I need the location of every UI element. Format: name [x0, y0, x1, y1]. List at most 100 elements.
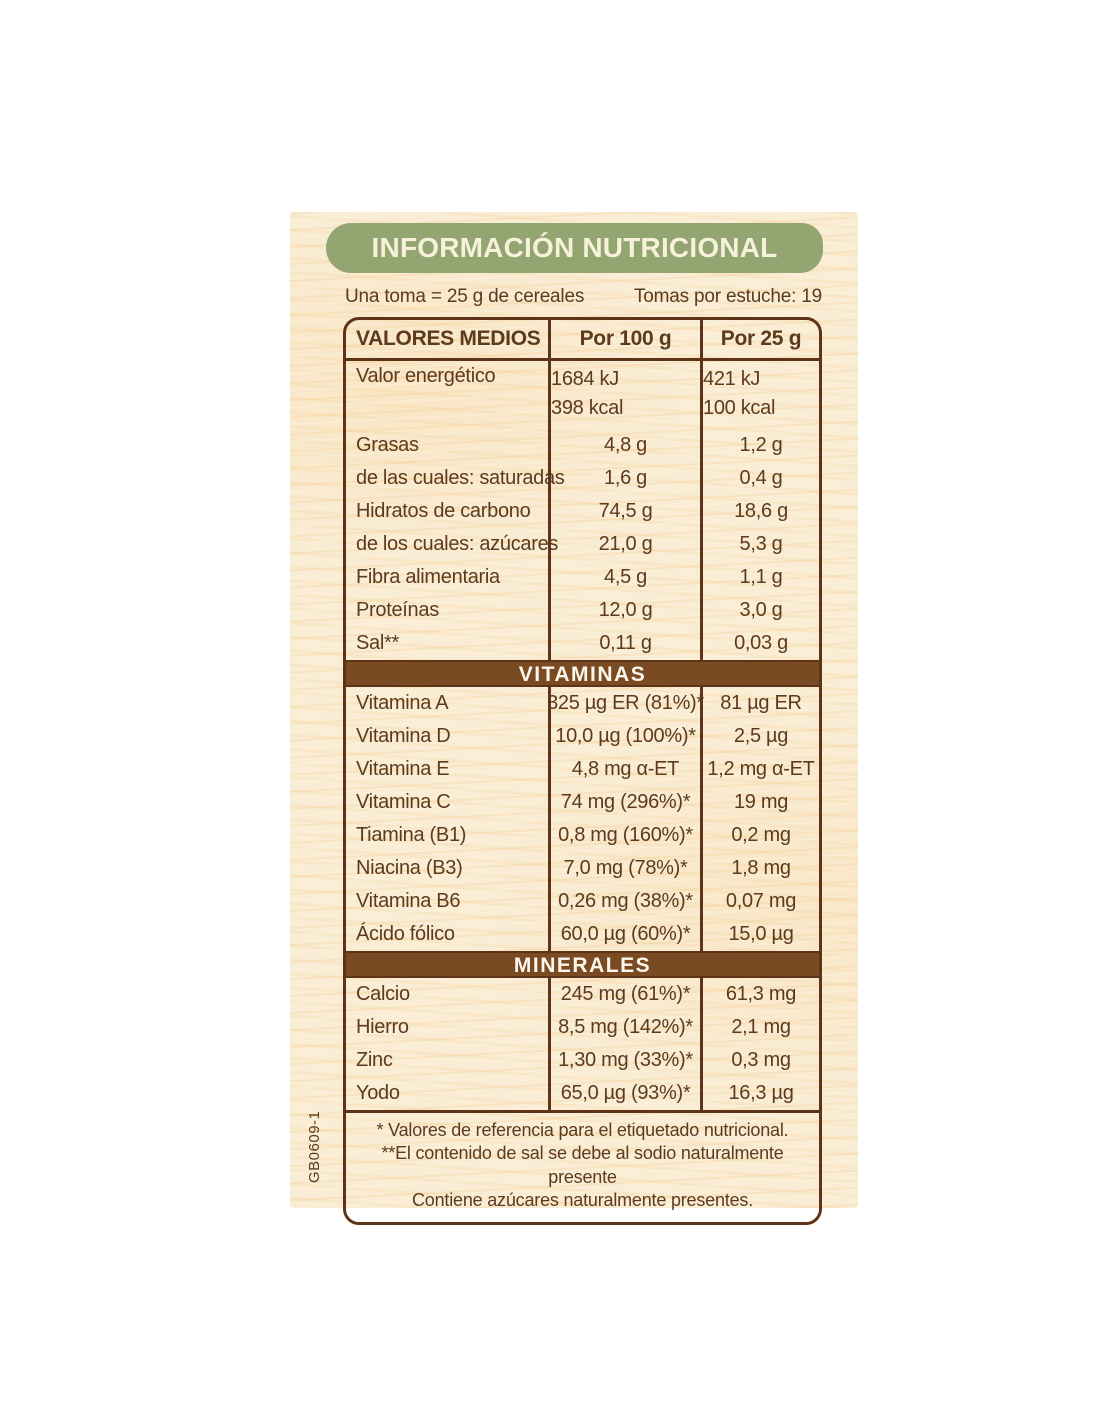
row-value-25g: 0,4 g [700, 462, 819, 495]
table-row: Fibra alimentaria 4,5 g 1,1 g [346, 561, 819, 594]
row-label: Hidratos de carbono [356, 500, 531, 522]
row-value-25g: 1,2 mg α-ET [700, 753, 819, 786]
table-row: de las cuales: saturadas 1,6 g 0,4 g [346, 462, 819, 495]
row-label: Fibra alimentaria [356, 566, 500, 588]
column-header-per100g: Por 100 g [548, 320, 700, 358]
row-label: de las cuales: saturadas [356, 467, 565, 489]
footnote-reference: * Valores de referencia para el etiqueta… [376, 1120, 789, 1140]
section-band-vitaminas: VITAMINAS [346, 660, 819, 687]
row-value-100g: 245 mg (61%)* [548, 978, 700, 1011]
table-body: Valor energético 1684 kJ 398 kcal 421 kJ 100… [346, 361, 819, 1110]
nutrition-label: INFORMACIÓN NUTRICIONAL Una toma = 25 g … [290, 212, 858, 1225]
row-value-25g: 19 mg [700, 786, 819, 819]
row-value-25g: 0,3 mg [700, 1044, 819, 1077]
nutrition-table: VALORES MEDIOS Por 100 g Por 25 g Valor … [343, 317, 822, 1225]
row-value-25g: 0,2 mg [700, 819, 819, 852]
row-label: Sal** [356, 632, 399, 654]
row-label: Vitamina B6 [356, 890, 461, 912]
row-value-25g: 1,1 g [700, 561, 819, 594]
row-value-100g: 0,11 g [548, 627, 700, 660]
section-band-minerales: MINERALES [346, 951, 819, 978]
table-row: Tiamina (B1) 0,8 mg (160%)* 0,2 mg [346, 819, 819, 852]
row-value-100g: 4,8 mg α-ET [548, 753, 700, 786]
row-value-25g: 81 µg ER [700, 687, 819, 720]
footnote-salt: **El contenido de sal se debe al sodio n… [381, 1143, 784, 1187]
table-row: Proteínas 12,0 g 3,0 g [346, 594, 819, 627]
row-value-100g: 10,0 µg (100%)* [548, 720, 700, 753]
table-row: Calcio 245 mg (61%)* 61,3 mg [346, 978, 819, 1011]
row-value-25g: 16,3 µg [700, 1077, 819, 1110]
column-header-values: VALORES MEDIOS [356, 327, 541, 350]
row-label: Tiamina (B1) [356, 824, 467, 846]
table-row: Vitamina E 4,8 mg α-ET 1,2 mg α-ET [346, 753, 819, 786]
row-label: Valor energético [356, 365, 496, 387]
row-value-100g: 7,0 mg (78%)* [548, 852, 700, 885]
row-value-100g: 74,5 g [548, 495, 700, 528]
column-header-per25g: Por 25 g [700, 320, 819, 358]
row-label: Proteínas [356, 599, 439, 621]
serving-info: Una toma = 25 g de cereales Tomas por es… [345, 286, 822, 308]
row-value-100g: 65,0 µg (93%)* [548, 1077, 700, 1110]
label-title: INFORMACIÓN NUTRICIONAL [371, 232, 778, 263]
row-value-100g: 1684 kJ 398 kcal [548, 361, 700, 429]
row-value-25g: 15,0 µg [700, 918, 819, 951]
table-row: Vitamina D 10,0 µg (100%)* 2,5 µg [346, 720, 819, 753]
row-value-100g: 325 µg ER (81%)* [547, 687, 704, 720]
row-value-100g: 74 mg (296%)* [548, 786, 700, 819]
row-value-25g: 0,07 mg [700, 885, 819, 918]
row-value-100g: 1,30 mg (33%)* [548, 1044, 700, 1077]
row-label: Zinc [356, 1049, 393, 1071]
row-label: Yodo [356, 1082, 400, 1104]
row-value-25g: 2,5 µg [700, 720, 819, 753]
row-value-25g: 1,8 mg [700, 852, 819, 885]
row-value-100g: 0,26 mg (38%)* [548, 885, 700, 918]
table-header-row: VALORES MEDIOS Por 100 g Por 25 g [346, 320, 819, 361]
row-value-25g: 0,03 g [700, 627, 819, 660]
row-label: de los cuales: azúcares [356, 533, 559, 555]
table-row: de los cuales: azúcares 21,0 g 5,3 g [346, 528, 819, 561]
table-row: Vitamina A 325 µg ER (81%)* 81 µg ER [346, 687, 819, 720]
serving-size-text: Una toma = 25 g de cereales [345, 286, 585, 307]
title-banner: INFORMACIÓN NUTRICIONAL [326, 223, 823, 273]
footnotes: * Valores de referencia para el etiqueta… [346, 1110, 819, 1222]
row-value-25g: 18,6 g [700, 495, 819, 528]
row-label: Vitamina D [356, 725, 451, 747]
table-row: Yodo 65,0 µg (93%)* 16,3 µg [346, 1077, 819, 1110]
row-value-100g: 4,8 g [548, 429, 700, 462]
row-value-100g: 8,5 mg (142%)* [548, 1011, 700, 1044]
table-row: Hierro 8,5 mg (142%)* 2,1 mg [346, 1011, 819, 1044]
row-value-100g: 12,0 g [548, 594, 700, 627]
table-row: Vitamina C 74 mg (296%)* 19 mg [346, 786, 819, 819]
table-row: Vitamina B6 0,26 mg (38%)* 0,07 mg [346, 885, 819, 918]
table-row: Sal** 0,11 g 0,03 g [346, 627, 819, 660]
print-code: GB0609-1 [306, 1110, 323, 1183]
row-value-100g: 21,0 g [548, 528, 700, 561]
row-label: Grasas [356, 434, 419, 456]
row-value-100g: 4,5 g [548, 561, 700, 594]
table-row: Valor energético 1684 kJ 398 kcal 421 kJ 100… [346, 361, 819, 429]
row-value-100g: 60,0 µg (60%)* [548, 918, 700, 951]
row-value-25g: 2,1 mg [700, 1011, 819, 1044]
table-row: Ácido fólico 60,0 µg (60%)* 15,0 µg [346, 918, 819, 951]
row-value-25g: 61,3 mg [700, 978, 819, 1011]
row-value-25g: 5,3 g [700, 528, 819, 561]
row-label: Hierro [356, 1016, 409, 1038]
row-value-25g: 1,2 g [700, 429, 819, 462]
row-label: Niacina (B3) [356, 857, 463, 879]
footnote-sugars: Contiene azúcares naturalmente presentes… [411, 1190, 753, 1211]
row-label: Vitamina E [356, 758, 450, 780]
row-value-25g: 3,0 g [700, 594, 819, 627]
table-row: Hidratos de carbono 74,5 g 18,6 g [346, 495, 819, 528]
table-row: Niacina (B3) 7,0 mg (78%)* 1,8 mg [346, 852, 819, 885]
row-value-100g: 1,6 g [548, 462, 700, 495]
servings-per-box-text: Tomas por estuche: 19 [633, 286, 822, 307]
table-row: Zinc 1,30 mg (33%)* 0,3 mg [346, 1044, 819, 1077]
row-value-25g: 421 kJ 100 kcal [700, 361, 819, 429]
row-label: Calcio [356, 983, 410, 1005]
row-value-100g: 0,8 mg (160%)* [548, 819, 700, 852]
row-label: Ácido fólico [356, 923, 455, 945]
table-row: Grasas 4,8 g 1,2 g [346, 429, 819, 462]
row-label: Vitamina C [356, 791, 451, 813]
row-label: Vitamina A [356, 692, 449, 714]
